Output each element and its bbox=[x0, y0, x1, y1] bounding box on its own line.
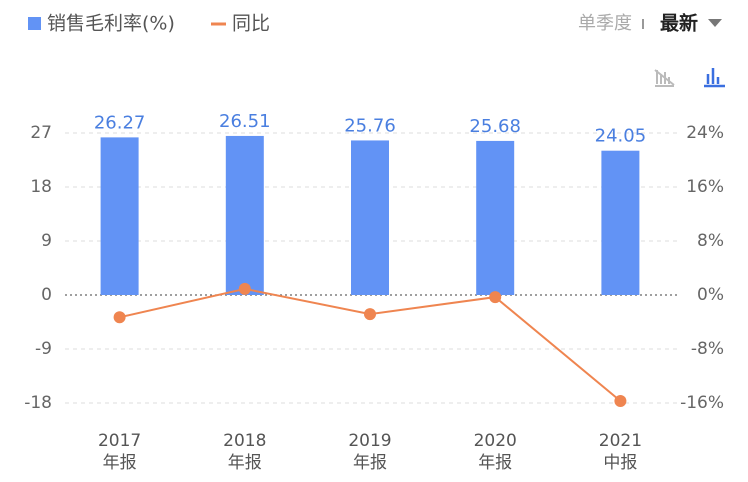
legend: 销售毛利率(%) 同比 bbox=[28, 13, 270, 35]
legend-label: 同比 bbox=[232, 13, 270, 35]
x-tick-label: 年报 bbox=[103, 453, 137, 473]
y-tick-label: 27 bbox=[30, 123, 52, 143]
value-label: 25.68 bbox=[469, 116, 521, 137]
y-tick-label: -18 bbox=[24, 393, 52, 413]
value-label: 26.51 bbox=[219, 111, 271, 132]
dropdown-arrow[interactable] bbox=[708, 19, 722, 27]
x-tick-label: 2018 bbox=[223, 431, 266, 451]
bar bbox=[100, 137, 139, 295]
line-point bbox=[614, 394, 627, 407]
x-tick-label: 2020 bbox=[474, 431, 517, 451]
x-tick-label: 2019 bbox=[348, 431, 391, 451]
x-tick-label: 年报 bbox=[478, 453, 512, 473]
value-label: 25.76 bbox=[344, 115, 396, 136]
y2-tick-label: 24% bbox=[686, 123, 724, 143]
bar bbox=[225, 135, 264, 295]
line bbox=[119, 287, 622, 402]
value-label: 24.05 bbox=[595, 126, 647, 147]
line-point bbox=[364, 308, 376, 321]
legend-label: 销售毛利率(%) bbox=[47, 13, 175, 35]
bar bbox=[351, 140, 389, 295]
x-tick-label: 2017 bbox=[98, 431, 141, 451]
bar bbox=[476, 140, 515, 295]
line-point bbox=[489, 291, 502, 304]
y2-tick-label: -16% bbox=[680, 393, 724, 413]
y-tick-label: 9 bbox=[41, 231, 52, 251]
x-tick-label: 中报 bbox=[603, 453, 637, 473]
y2-tick-label: -8% bbox=[691, 339, 724, 359]
y-tick-label: -9 bbox=[35, 339, 52, 359]
line-point bbox=[113, 311, 126, 324]
line-point bbox=[238, 282, 251, 295]
x-tick-label: 2021 bbox=[599, 431, 642, 451]
y2-tick-label: 8% bbox=[697, 231, 724, 251]
period-selected[interactable]: 最新 bbox=[660, 12, 698, 35]
x-tick-label: 年报 bbox=[228, 453, 262, 473]
value-label: 26.27 bbox=[94, 112, 146, 133]
y2-tick-label: 0% bbox=[697, 285, 724, 305]
y-tick-label: 18 bbox=[30, 177, 52, 197]
y-tick-label: 0 bbox=[41, 285, 52, 305]
period-option[interactable]: 单季度 bbox=[578, 13, 632, 34]
x-tick-label: 年报 bbox=[353, 453, 387, 473]
bar-chart-icon[interactable] bbox=[704, 68, 725, 88]
y2-tick-label: 16% bbox=[686, 177, 724, 197]
legend-swatch bbox=[28, 17, 41, 30]
line-chart-icon[interactable] bbox=[654, 69, 675, 87]
bar bbox=[601, 150, 640, 295]
